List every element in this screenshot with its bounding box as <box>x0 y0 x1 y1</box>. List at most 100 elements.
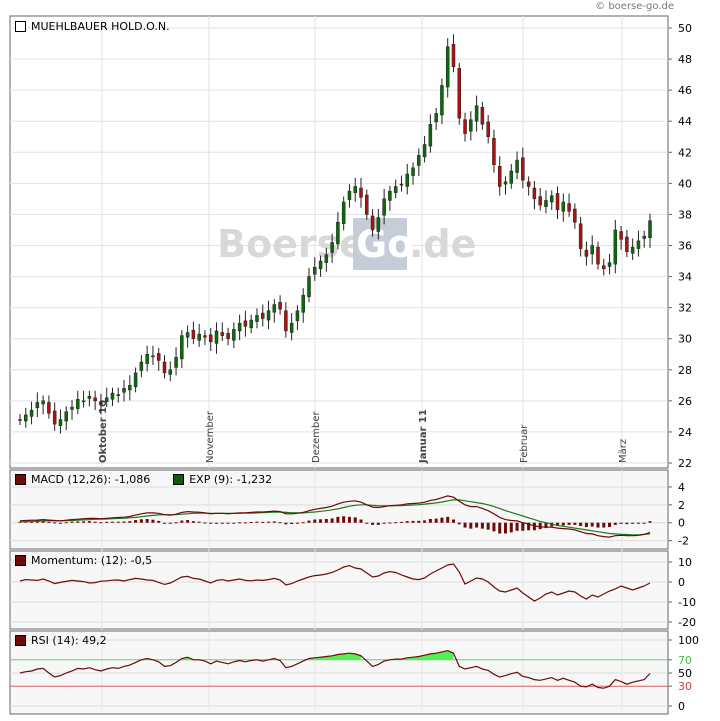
candle-body <box>174 357 178 368</box>
macd-histogram-bar <box>486 522 490 530</box>
macd-histogram-bar <box>209 522 213 524</box>
macd-line <box>19 495 651 538</box>
macd-histogram-bar <box>301 522 305 524</box>
candle-body <box>208 334 213 343</box>
macd-histogram-bar <box>87 521 91 523</box>
month-label: Dezember <box>311 411 322 463</box>
macd-histogram-bar <box>480 522 484 529</box>
macd-histogram-bar <box>394 522 398 524</box>
candle-body <box>214 330 219 344</box>
candle-body <box>52 410 57 425</box>
macd-histogram-bar <box>203 522 207 524</box>
candle-body <box>642 235 646 239</box>
exp-label: EXP (9): -1,232 <box>189 473 273 486</box>
macd-histogram-bar <box>122 521 126 523</box>
candle-body <box>602 265 606 270</box>
candle-body <box>336 221 340 245</box>
candle-body <box>538 196 542 206</box>
candle-body <box>405 173 409 187</box>
macd-histogram-bar <box>226 522 230 524</box>
candle-body <box>341 201 346 224</box>
panel-y-tick-label: 50 <box>678 667 692 680</box>
candle-body <box>353 186 357 193</box>
macd-histogram-bar <box>157 520 161 523</box>
macd-histogram-bar <box>642 522 646 524</box>
macd-histogram-bar <box>590 522 594 527</box>
macd-histogram-bar <box>636 522 640 524</box>
candle-body <box>185 332 190 338</box>
macd-histogram-bar <box>608 522 612 528</box>
macd-histogram-bar <box>324 518 328 523</box>
macd-histogram-bar <box>243 522 247 524</box>
panel-y-tick-label: 0 <box>678 576 685 589</box>
price-y-axis: 50 48 46 44 42 40 38 36 34 32 30 28 26 24 22 <box>668 22 692 470</box>
candle-body <box>365 194 369 215</box>
macd-histogram-bar <box>567 522 571 525</box>
candle-body <box>584 249 589 257</box>
candle-body <box>278 301 282 310</box>
price-y-tick-label: 28 <box>678 364 692 377</box>
price-y-tick-label: 44 <box>678 115 692 128</box>
candle-body <box>301 294 305 313</box>
macd-histogram <box>18 516 652 534</box>
momentum-legend: Momentum: (12): -0,5 <box>15 554 152 567</box>
month-label: März <box>618 439 629 463</box>
macd-histogram-bar <box>238 522 242 524</box>
macd-histogram-bar <box>186 520 190 523</box>
candle-body <box>128 385 132 391</box>
macd-panel-frame <box>9 469 669 550</box>
macd-histogram-bar <box>99 522 103 524</box>
candle-body <box>295 310 300 322</box>
month-label: Februar <box>519 424 530 463</box>
macd-histogram-bar <box>151 519 155 523</box>
candle-body <box>509 170 514 184</box>
candle-body <box>347 190 352 200</box>
macd-histogram-bar <box>469 522 473 529</box>
macd-histogram-bar <box>353 517 357 523</box>
macd-lines <box>19 495 651 538</box>
macd-histogram-bar <box>58 522 62 524</box>
candle-body <box>515 159 519 173</box>
price-x-labels: Oktober 10 November Dezember Januar 11 Febru… <box>98 400 629 464</box>
candle-body <box>76 399 80 409</box>
candle-body <box>116 394 121 396</box>
macd-histogram-bar <box>504 522 508 534</box>
momentum-grid <box>10 550 668 630</box>
candle-body <box>81 400 86 403</box>
candle-body <box>596 246 600 265</box>
rsi-legend-swatch <box>15 635 26 646</box>
momentum-line <box>19 563 651 602</box>
macd-histogram-bar <box>295 522 299 524</box>
momentum-line <box>19 563 651 602</box>
macd-histogram-bar <box>278 522 282 524</box>
macd-histogram-bar <box>457 522 461 525</box>
macd-histogram-bar <box>53 522 57 524</box>
candle-body <box>451 44 456 68</box>
macd-histogram-bar <box>168 522 172 524</box>
candle-body <box>289 322 294 333</box>
candle-body <box>110 392 115 400</box>
macd-histogram-bar <box>509 522 513 533</box>
price-title: MUEHLBAUER HOLD.O.N. <box>31 20 170 33</box>
month-label: Oktober 10 <box>98 400 109 463</box>
macd-histogram-bar <box>405 521 409 523</box>
macd-histogram-bar <box>388 522 392 524</box>
macd-histogram-bar <box>423 520 427 523</box>
candle-body <box>532 187 537 200</box>
candle-body <box>636 240 641 249</box>
macd-histogram-bar <box>30 521 34 523</box>
candle-body <box>492 138 496 165</box>
candle-body <box>145 354 149 364</box>
macd-histogram-bar <box>411 520 415 523</box>
macd-histogram-bar <box>180 520 184 523</box>
macd-histogram-bar <box>561 522 565 526</box>
candle-body <box>87 395 92 399</box>
rsi-line <box>19 649 651 689</box>
momentum-legend-swatch <box>15 555 26 566</box>
macd-histogram-bar <box>267 521 271 523</box>
macd-histogram-bar <box>249 521 253 523</box>
candle-body <box>313 267 317 275</box>
month-label: Januar 11 <box>418 409 429 464</box>
